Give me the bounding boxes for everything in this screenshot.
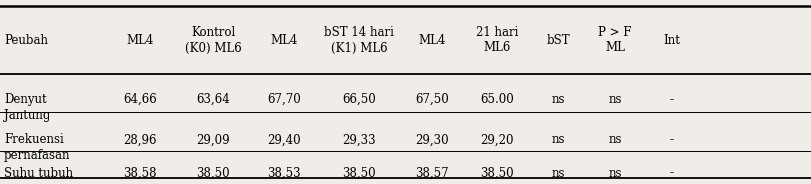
Text: 29,30: 29,30	[415, 133, 448, 146]
Text: 28,96: 28,96	[123, 133, 157, 146]
Text: P > F
ML: P > F ML	[598, 26, 631, 54]
Text: 38,57: 38,57	[415, 167, 448, 180]
Text: -: -	[669, 167, 673, 180]
Text: 38,50: 38,50	[480, 167, 513, 180]
Text: 67,50: 67,50	[415, 93, 448, 106]
Text: ML4: ML4	[127, 34, 153, 47]
Text: 38,50: 38,50	[342, 167, 375, 180]
Text: 29,40: 29,40	[267, 133, 301, 146]
Text: 64,66: 64,66	[123, 93, 157, 106]
Text: 29,33: 29,33	[342, 133, 375, 146]
Text: ns: ns	[551, 93, 564, 106]
Text: 38,58: 38,58	[123, 167, 157, 180]
Text: ns: ns	[551, 133, 564, 146]
Text: bST 14 hari
(K1) ML6: bST 14 hari (K1) ML6	[324, 26, 394, 54]
Text: 67,70: 67,70	[267, 93, 301, 106]
Text: Int: Int	[663, 34, 680, 47]
Text: 29,09: 29,09	[196, 133, 230, 146]
Text: ns: ns	[607, 93, 621, 106]
Text: 38,50: 38,50	[196, 167, 230, 180]
Text: -: -	[669, 133, 673, 146]
Text: 21 hari
ML6: 21 hari ML6	[475, 26, 518, 54]
Text: bST: bST	[546, 34, 569, 47]
Text: Frekuensi
pernafasan: Frekuensi pernafasan	[4, 133, 71, 162]
Text: ns: ns	[607, 133, 621, 146]
Text: ML4: ML4	[270, 34, 298, 47]
Text: Peubah: Peubah	[4, 34, 48, 47]
Text: -: -	[669, 93, 673, 106]
Text: Suhu tubuh: Suhu tubuh	[4, 167, 73, 180]
Text: 65.00: 65.00	[480, 93, 513, 106]
Text: 29,20: 29,20	[480, 133, 513, 146]
Text: 38,53: 38,53	[267, 167, 301, 180]
Text: 66,50: 66,50	[342, 93, 375, 106]
Text: Denyut
Jantung: Denyut Jantung	[4, 93, 50, 122]
Text: ns: ns	[607, 167, 621, 180]
Text: 63,64: 63,64	[196, 93, 230, 106]
Text: ns: ns	[551, 167, 564, 180]
Text: ML4: ML4	[418, 34, 445, 47]
Text: Kontrol
(K0) ML6: Kontrol (K0) ML6	[185, 26, 241, 54]
